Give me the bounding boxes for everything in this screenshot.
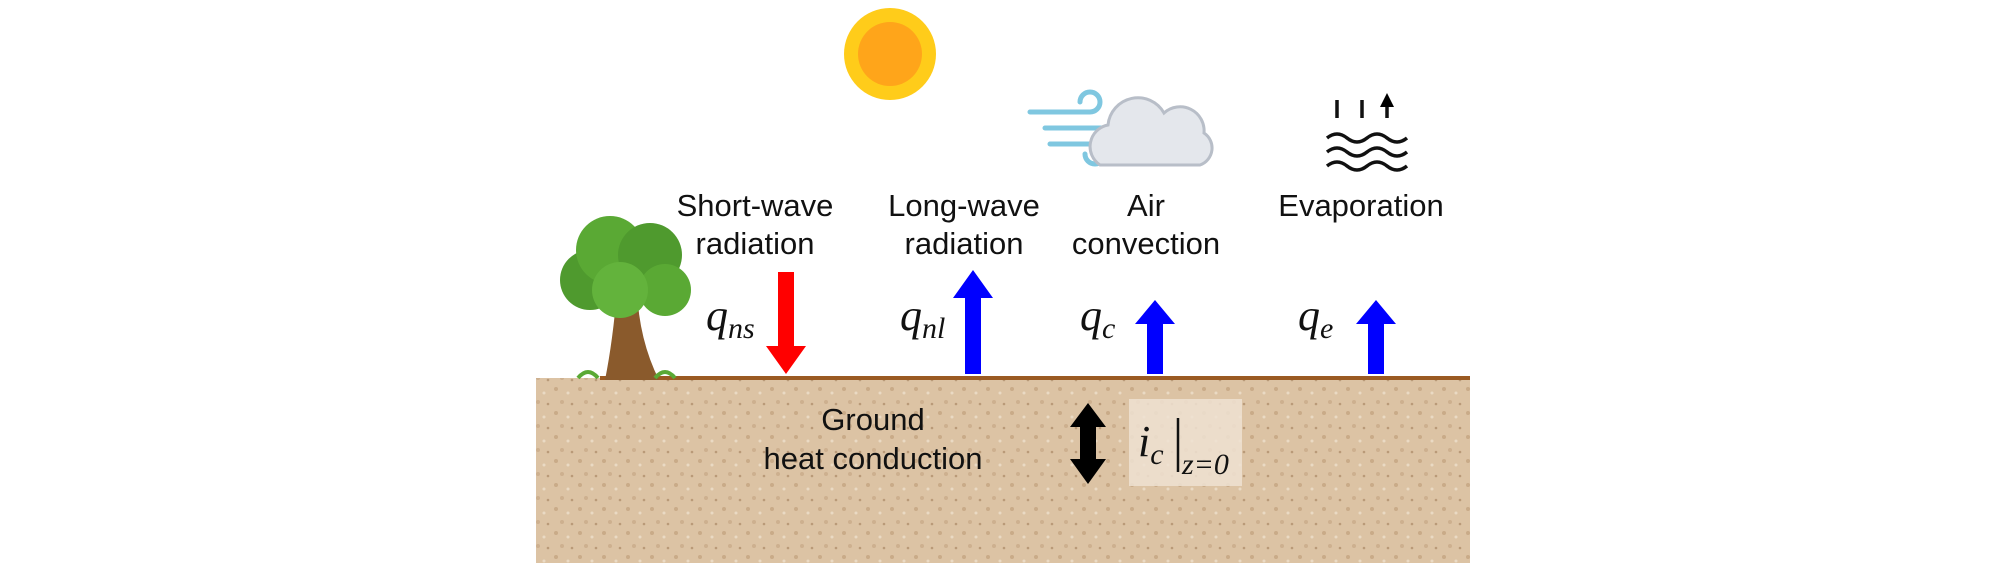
tree-icon bbox=[560, 216, 691, 380]
sun-icon bbox=[844, 8, 936, 100]
label: Long-wave bbox=[888, 188, 1040, 223]
symbol: qe bbox=[1298, 291, 1333, 345]
arrow-down bbox=[766, 272, 806, 374]
label: heat conduction bbox=[764, 441, 983, 476]
label: Short-wave bbox=[677, 188, 834, 223]
symbol: qc bbox=[1080, 291, 1115, 345]
symbol: qns bbox=[706, 291, 755, 345]
label: Air bbox=[1127, 188, 1165, 223]
label: convection bbox=[1072, 226, 1220, 261]
label: Ground bbox=[821, 402, 924, 437]
arrow-up bbox=[1135, 300, 1175, 374]
label: radiation bbox=[905, 226, 1024, 261]
evaporation-icon bbox=[1325, 100, 1409, 172]
symbol: qnl bbox=[900, 291, 945, 345]
symbol-box bbox=[1129, 399, 1242, 486]
symbol: z=0 bbox=[1181, 448, 1229, 481]
symbol: ic bbox=[1138, 417, 1164, 471]
double-arrow bbox=[1070, 403, 1106, 484]
label: Evaporation bbox=[1278, 188, 1443, 223]
wind-cloud-icon bbox=[1027, 89, 1214, 167]
arrow-up bbox=[953, 270, 993, 374]
arrow-up bbox=[1356, 300, 1396, 374]
label: radiation bbox=[696, 226, 815, 261]
ground bbox=[536, 378, 1470, 563]
